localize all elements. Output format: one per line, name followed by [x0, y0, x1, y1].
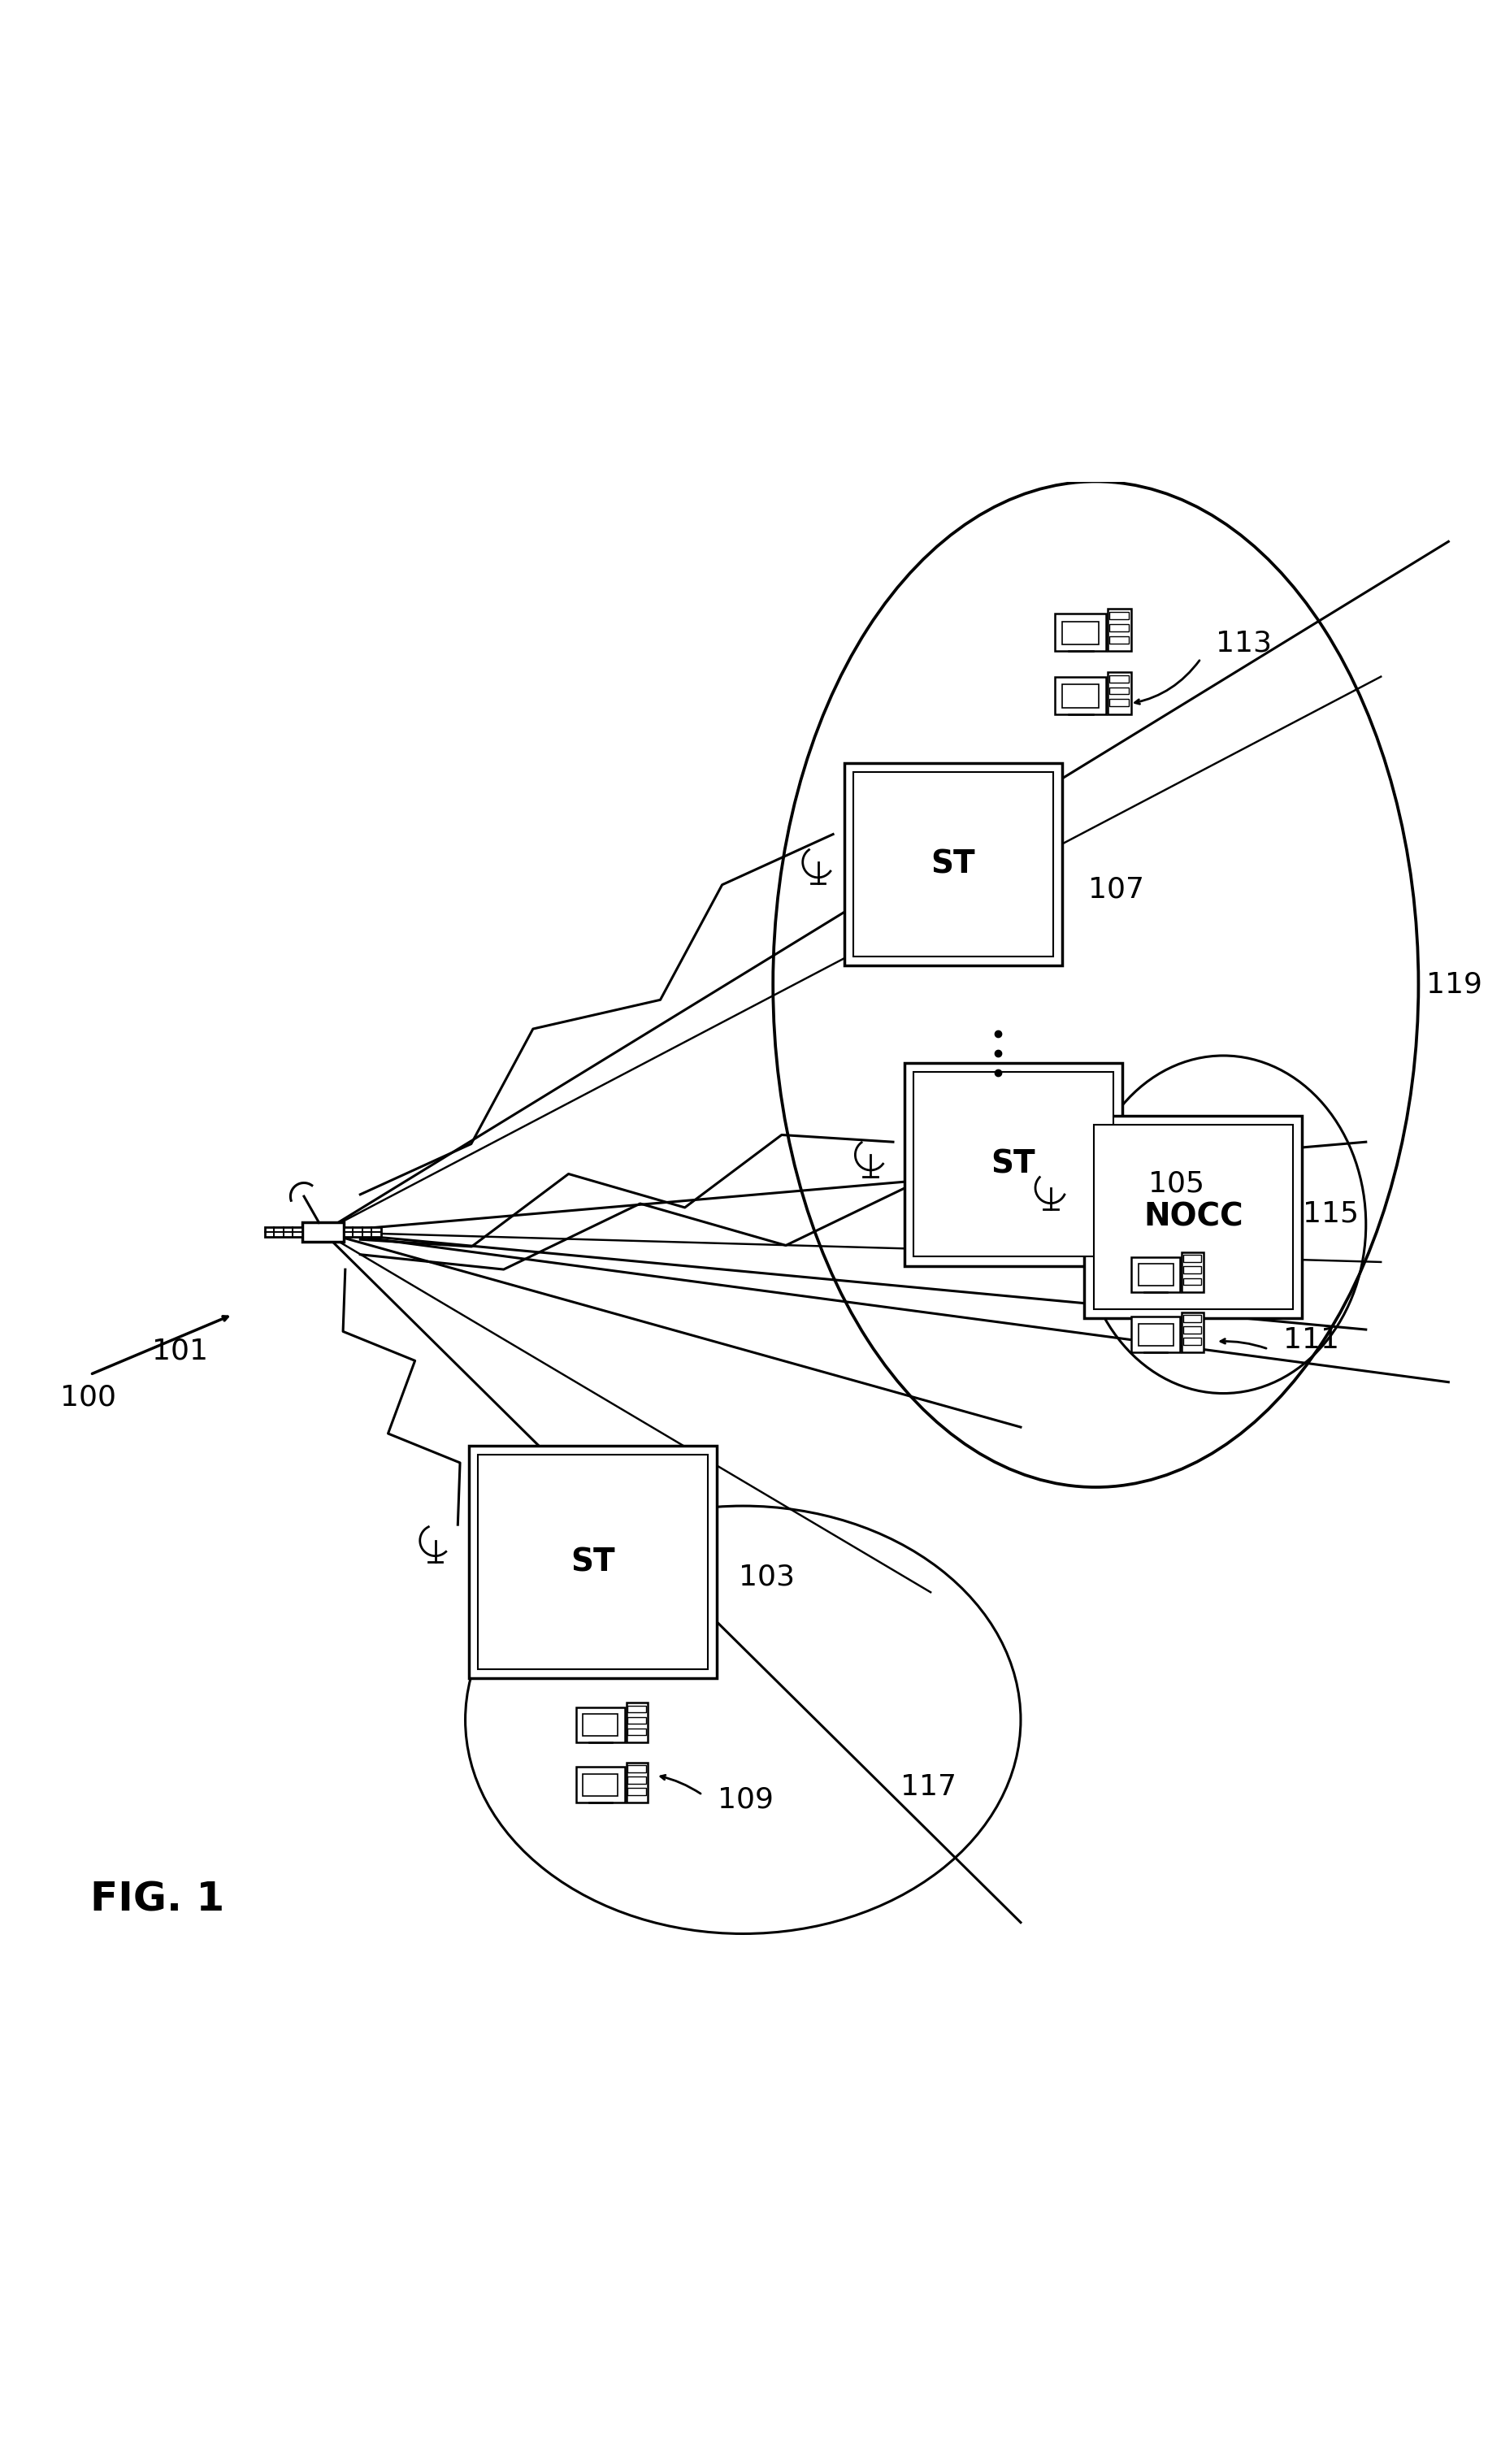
Bar: [627, 1789, 645, 1794]
Bar: [1132, 1257, 1180, 1291]
Bar: [1183, 1338, 1201, 1345]
Bar: [1063, 621, 1099, 646]
Bar: [1109, 623, 1129, 631]
Bar: [468, 1446, 717, 1678]
Bar: [582, 1774, 618, 1796]
Bar: [1181, 1252, 1204, 1291]
Bar: [1109, 700, 1129, 707]
Bar: [1109, 675, 1129, 683]
Text: 115: 115: [1303, 1200, 1358, 1227]
Text: ST: ST: [991, 1148, 1036, 1180]
Text: 105: 105: [1148, 1170, 1204, 1198]
Bar: [264, 1227, 302, 1237]
Bar: [1183, 1254, 1201, 1262]
Text: 101: 101: [152, 1338, 209, 1365]
Bar: [854, 771, 1054, 956]
Text: 100: 100: [60, 1382, 116, 1412]
Bar: [1063, 685, 1099, 707]
Text: FIG. 1: FIG. 1: [90, 1880, 225, 1919]
Text: 119: 119: [1426, 971, 1481, 998]
Bar: [627, 1777, 645, 1784]
Bar: [1108, 673, 1130, 715]
Bar: [1108, 609, 1130, 650]
Bar: [844, 764, 1063, 966]
Bar: [627, 1705, 645, 1712]
Text: 103: 103: [738, 1565, 794, 1592]
Text: 117: 117: [901, 1774, 956, 1801]
Bar: [576, 1708, 624, 1742]
Bar: [626, 1703, 648, 1742]
Bar: [1183, 1279, 1201, 1284]
Text: NOCC: NOCC: [1144, 1202, 1243, 1232]
Bar: [1109, 636, 1129, 643]
Bar: [1138, 1264, 1174, 1286]
Bar: [1183, 1266, 1201, 1274]
Bar: [627, 1727, 645, 1735]
Bar: [1181, 1313, 1204, 1353]
Bar: [626, 1762, 648, 1801]
Bar: [1183, 1316, 1201, 1321]
Bar: [913, 1072, 1114, 1257]
Bar: [576, 1767, 624, 1801]
Bar: [1183, 1326, 1201, 1333]
Text: 111: 111: [1283, 1326, 1339, 1353]
Bar: [344, 1227, 381, 1237]
Bar: [1055, 678, 1106, 715]
Text: 113: 113: [1216, 631, 1271, 658]
Bar: [1109, 687, 1129, 695]
Bar: [904, 1062, 1123, 1266]
Bar: [1132, 1316, 1180, 1353]
Bar: [1093, 1124, 1294, 1308]
Bar: [582, 1715, 618, 1737]
Bar: [302, 1222, 344, 1242]
Text: 107: 107: [1088, 877, 1144, 904]
Bar: [477, 1454, 708, 1671]
Bar: [627, 1764, 645, 1772]
Bar: [1055, 614, 1106, 650]
Bar: [1109, 611, 1129, 618]
Bar: [1138, 1323, 1174, 1345]
Text: ST: ST: [570, 1547, 615, 1577]
Text: ST: ST: [931, 848, 976, 880]
Text: 109: 109: [717, 1786, 773, 1814]
Bar: [1084, 1116, 1303, 1318]
Bar: [627, 1717, 645, 1725]
